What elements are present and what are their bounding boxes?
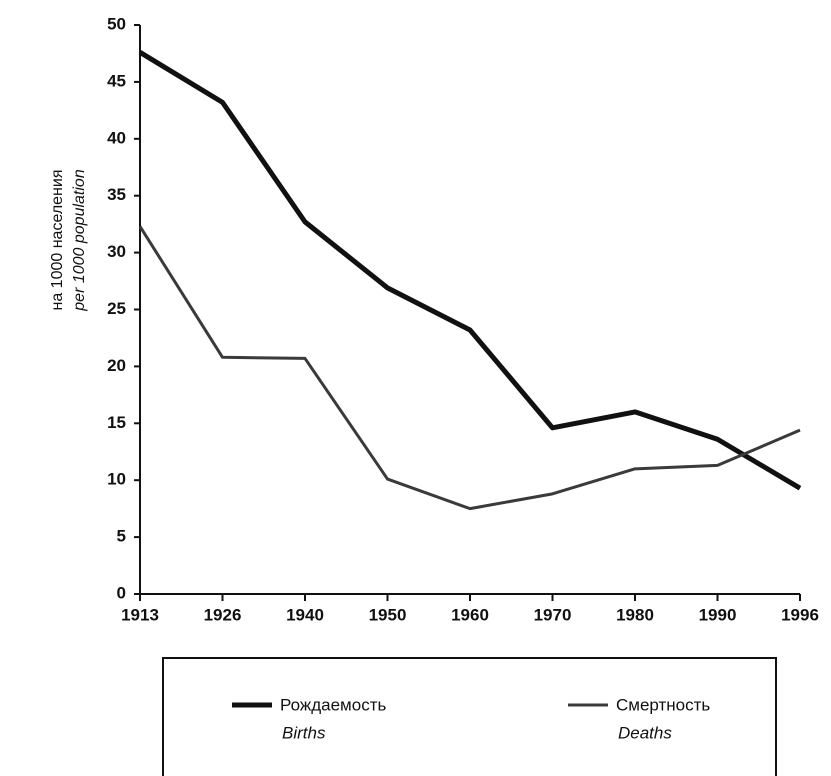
legend-label-en: Births bbox=[282, 723, 326, 742]
y-axis-label: на 1000 населения bbox=[49, 170, 66, 311]
y-axis-label-group: на 1000 населения per 1000 population bbox=[49, 169, 88, 312]
y-tick-label: 0 bbox=[117, 583, 126, 602]
line-series bbox=[138, 225, 801, 511]
y-tick-label: 15 bbox=[107, 413, 126, 432]
x-tick-label: 1996 bbox=[781, 605, 819, 624]
y-tick-label: 25 bbox=[107, 299, 126, 318]
x-tick-label: 1913 bbox=[121, 605, 159, 624]
x-tick-label: 1980 bbox=[616, 605, 654, 624]
x-tick-label: 1950 bbox=[369, 605, 407, 624]
x-tick-label: 1990 bbox=[699, 605, 737, 624]
y-tick-label: 35 bbox=[107, 185, 126, 204]
line-series bbox=[138, 50, 802, 491]
y-tick-label: 20 bbox=[107, 356, 126, 375]
legend-box bbox=[162, 657, 777, 776]
y-tick-label: 50 bbox=[107, 14, 126, 33]
y-tick-label: 40 bbox=[107, 128, 126, 147]
y-tick-label: 30 bbox=[107, 242, 126, 261]
x-tick-label: 1960 bbox=[451, 605, 489, 624]
y-tick-label: 10 bbox=[107, 470, 126, 489]
y-axis-label-en: per 1000 population bbox=[71, 169, 88, 312]
y-tick-label: 5 bbox=[117, 527, 126, 546]
legend-label-en: Deaths bbox=[618, 723, 672, 742]
y-tick-label: 45 bbox=[107, 71, 126, 90]
legend-label: Рождаемость bbox=[280, 695, 386, 714]
legend-label: Смертность bbox=[616, 695, 710, 714]
x-tick-label: 1940 bbox=[286, 605, 324, 624]
x-tick-label: 1926 bbox=[204, 605, 242, 624]
x-tick-label: 1970 bbox=[534, 605, 572, 624]
